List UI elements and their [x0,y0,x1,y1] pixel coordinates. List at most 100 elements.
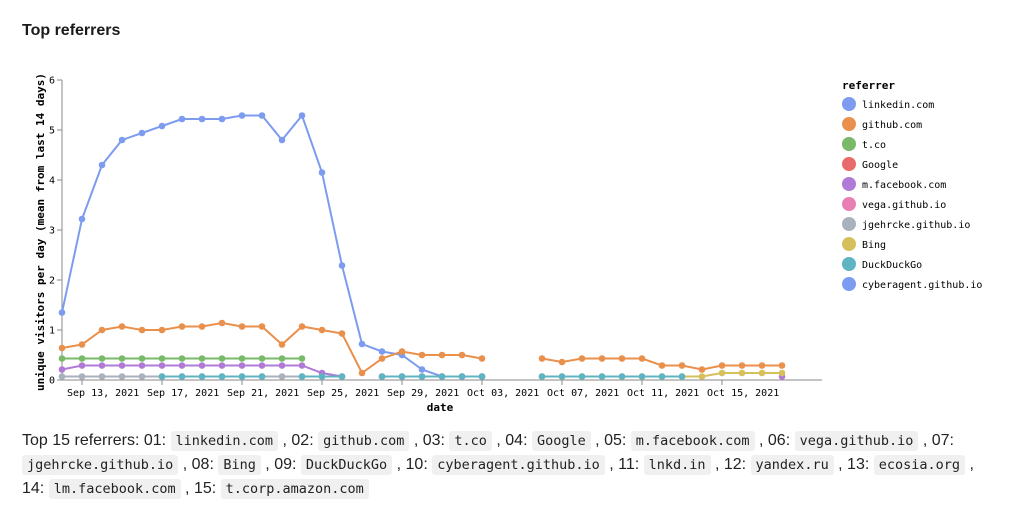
data-point-github.com [318,326,326,334]
legend-swatch [842,237,856,251]
data-point-DuckDuckGo [258,373,266,380]
summary-referrer: cyberagent.github.io [432,455,605,475]
legend-label: jgehrcke.github.io [862,220,970,231]
data-point-t.co [278,355,286,362]
y-tick-label: 0 [49,376,55,387]
summary-referrer: vega.github.io [794,431,919,451]
x-tick-label: Oct 15, 2021 [707,388,779,399]
data-point-DuckDuckGo [458,373,466,380]
legend-label: vega.github.io [862,200,946,211]
legend-label: linkedin.com [862,100,934,111]
summary-separator: , [392,456,406,473]
data-point-DuckDuckGo [558,373,566,380]
data-point-github.com [538,355,546,362]
data-point-github.com [438,351,446,359]
data-point-DuckDuckGo [318,373,326,380]
data-point-m.facebook.com [58,366,66,373]
data-point-DuckDuckGo [598,373,606,380]
data-point-github.com [478,355,486,362]
summary-separator: , [180,480,194,497]
summary-rank: 01: [143,432,171,449]
data-point-jgehrcke.github.io [278,373,286,380]
data-point-m.facebook.com [78,362,86,369]
series-points [58,112,786,380]
data-point-jgehrcke.github.io [98,373,106,380]
series-line-github.com [61,321,483,375]
summary-rank: 07: [931,432,954,449]
summary-rank: 10: [405,456,433,473]
summary-separator: , [965,456,974,473]
data-point-t.co [178,355,186,362]
summary-separator: , [590,432,605,449]
data-point-DuckDuckGo [378,373,386,380]
summary-referrer: linkedin.com [170,431,279,451]
data-point-t.co [58,355,66,362]
data-point-github.com [78,341,86,348]
data-point-linkedin.com [358,340,366,348]
x-tick-label: Sep 29, 2021 [387,388,459,399]
data-point-github.com [378,355,386,362]
series-line-linkedin.com [61,113,482,378]
data-point-linkedin.com [158,122,166,130]
data-point-linkedin.com [238,112,246,119]
data-point-github.com [558,358,566,366]
data-point-github.com [738,362,746,369]
data-point-m.facebook.com [278,362,286,369]
summary-rank: 11: [618,456,644,473]
data-point-m.facebook.com [198,362,206,369]
summary-rank: 09: [274,456,301,473]
summary-referrer: m.facebook.com [630,431,755,451]
summary-referrer: jgehrcke.github.io [22,455,179,475]
legend-label: Bing [862,240,886,251]
summary-rank: 03: [422,432,450,449]
x-axis-title: date [427,401,454,414]
x-tick-label: Oct 11, 2021 [627,388,699,399]
summary-separator: , [278,432,292,449]
data-point-linkedin.com [378,348,386,355]
summary-rank: 08: [191,456,219,473]
summary-separator: , [754,432,768,449]
data-point-t.co [158,355,166,362]
data-point-linkedin.com [98,161,106,169]
summary-rank: 05: [604,432,631,449]
summary-separator: , [918,432,932,449]
x-tick-label: Sep 25, 2021 [307,388,379,399]
summary-rank: 15: [193,480,221,497]
data-point-github.com [758,362,766,369]
summary-separator: , [710,456,724,473]
data-point-DuckDuckGo [158,373,166,380]
y-tick-label: 6 [49,76,55,87]
data-point-linkedin.com [258,112,266,119]
legend-label: Google [862,160,898,171]
data-point-github.com [98,326,106,334]
data-point-linkedin.com [78,215,86,223]
summary-referrer: DuckDuckGo [300,455,393,475]
summary-separator: , [178,456,192,473]
data-point-jgehrcke.github.io [58,373,66,380]
data-point-t.co [258,355,266,362]
data-point-linkedin.com [278,136,286,144]
data-point-m.facebook.com [218,362,226,369]
x-tick-label: Sep 17, 2021 [147,388,219,399]
y-tick-label: 4 [49,176,55,187]
data-point-github.com [198,323,206,330]
data-point-github.com [578,355,586,362]
data-point-t.co [218,355,226,362]
legend-title: referrer [842,79,895,92]
legend-label: DuckDuckGo [862,260,922,271]
data-point-t.co [98,355,106,362]
data-point-DuckDuckGo [438,373,446,380]
summary-referrer: yandex.ru [750,455,834,475]
summary-prefix: Top 15 referrers: [22,432,144,449]
data-point-github.com [398,348,406,355]
data-point-jgehrcke.github.io [138,373,146,380]
legend: referrer linkedin.com github.com t.co Google… [842,79,982,291]
summary-referrer: lm.facebook.com [48,479,181,499]
data-point-github.com [298,323,306,330]
summary-separator: , [491,432,506,449]
summary-separator: , [604,456,619,473]
data-point-t.co [118,355,126,362]
summary-rank: 04: [505,432,532,449]
data-point-DuckDuckGo [418,373,426,380]
legend-swatch [842,177,856,191]
